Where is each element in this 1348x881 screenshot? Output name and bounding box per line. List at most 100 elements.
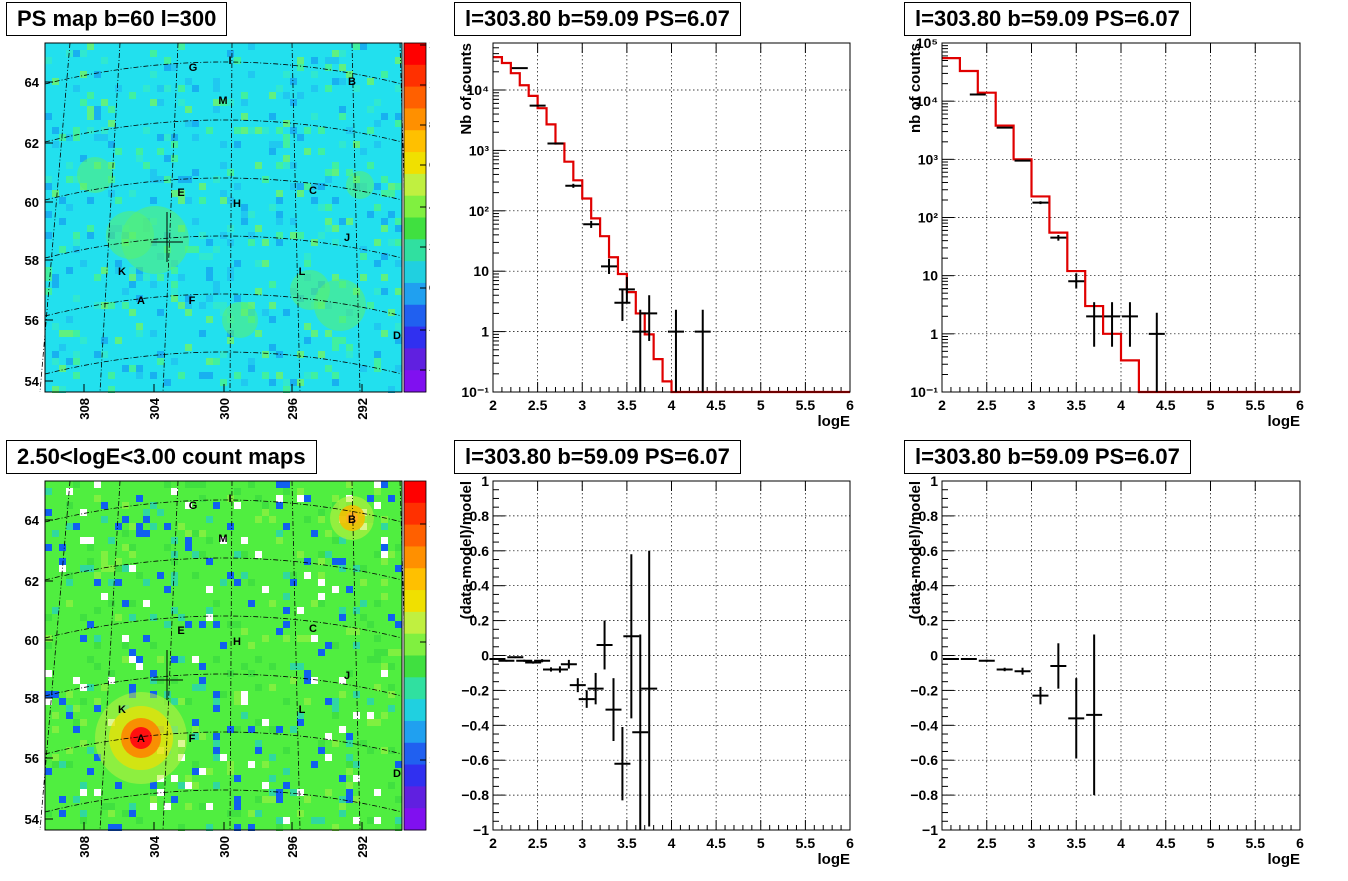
- spectrum-1-chart: 2 2.5 3 3.5 4 4.5 5 5.5 6 10⁻¹ 1 10 10² 10³ 10⁴ logE Nb …: [458, 42, 854, 430]
- x-tick-label: 4.5: [706, 397, 726, 413]
- plot-frame: [492, 480, 851, 831]
- y-tick-label: 10³: [918, 151, 939, 167]
- y-tick-label: 0: [930, 648, 938, 664]
- x-tick-label: 3.5: [1067, 397, 1087, 413]
- data-point: [996, 126, 1013, 129]
- y-tick-label: 1: [481, 324, 489, 340]
- colorbar: [403, 42, 427, 393]
- latitude-line: [44, 61, 403, 85]
- y-axis-label: (data-model)/model: [458, 481, 475, 619]
- x-tick-label: 2.5: [528, 835, 548, 851]
- y-tick-label: 10⁵: [916, 35, 938, 51]
- y-tick-label: 0.8: [470, 508, 490, 524]
- data-point: [1148, 312, 1165, 392]
- source-label: C: [309, 623, 317, 635]
- y-tick-label: 10: [922, 268, 938, 284]
- map-y-tick-label: 60: [25, 195, 39, 210]
- map-blob: [222, 302, 258, 338]
- source-label: E: [177, 625, 184, 637]
- count-map-panel: 2.50<logE<3.00 count maps G I B M E H C J K L A F D 6…: [0, 438, 442, 876]
- map-x-tick-label: 304: [147, 397, 162, 419]
- count-map-title: 2.50<logE<3.00 count maps: [6, 440, 317, 474]
- spectrum-1-title: l=303.80 b=59.09 PS=6.07: [454, 2, 741, 36]
- longitude-line: [99, 480, 121, 831]
- longitude-line: [229, 480, 233, 831]
- residual-point: [516, 659, 533, 662]
- residual-point: [534, 659, 551, 663]
- x-tick-label: 3.5: [617, 397, 637, 413]
- plot-area: [942, 481, 1300, 830]
- colorbar-tick-label: 1: [429, 755, 430, 765]
- map-blob: [77, 157, 113, 193]
- longitude-line: [351, 42, 361, 393]
- map-x-tick-label: 296: [285, 836, 300, 858]
- source-label: K: [118, 704, 126, 716]
- y-axis-label: nb of counts: [907, 43, 924, 133]
- data-point: [667, 309, 684, 392]
- longitude-line: [229, 42, 233, 393]
- y-tick-label: 10²: [469, 203, 490, 219]
- residual-1-chart: 2 2.5 3 3.5 4 4.5 5 5.5 6 −1 −0.8 −0.6 −0.4 −0.2 0 0.2 0…: [458, 473, 854, 868]
- x-axis-label: logE: [1268, 413, 1301, 430]
- y-tick-label: −0.2: [910, 682, 938, 698]
- source-label: F: [189, 733, 196, 745]
- data-point: [1104, 302, 1121, 347]
- x-tick-label: 4.5: [706, 835, 726, 851]
- map-x-tick-label: 292: [355, 398, 370, 420]
- source-label: B: [348, 76, 356, 88]
- residual-point: [641, 550, 658, 827]
- latitude-line: [44, 235, 403, 259]
- y-tick-label: 0: [481, 648, 489, 664]
- plot-frame: [941, 42, 1301, 393]
- map-pixels: [45, 481, 402, 831]
- x-tick-label: 4.5: [1156, 835, 1176, 851]
- x-tick-label: 4: [1117, 835, 1125, 851]
- x-tick-label: 6: [846, 835, 854, 851]
- residual-point: [507, 656, 524, 659]
- residual-point: [978, 659, 995, 662]
- residual-point: [1050, 643, 1067, 689]
- y-tick-label: 10⁻¹: [910, 384, 938, 400]
- source-label: I: [228, 55, 231, 67]
- map-x-tick-label: 300: [217, 398, 232, 420]
- source-label: J: [344, 670, 350, 682]
- y-tick-label: 10⁴: [467, 82, 490, 98]
- spectrum-panel-2: l=303.80 b=59.09 PS=6.07 2 2.5 3 3.5 4 4.5 5 5.…: [890, 0, 1348, 436]
- spectrum-panel-1: l=303.80 b=59.09 PS=6.07 2 2.5 3 3.5 4 4.5 5 5.…: [440, 0, 890, 436]
- latitude-line: [44, 351, 403, 375]
- ps-map-title: PS map b=60 l=300: [6, 2, 228, 36]
- y-tick-label: 10⁴: [916, 93, 939, 109]
- residual-point: [1086, 634, 1103, 796]
- y-tick-label: 10³: [469, 142, 490, 158]
- residual-point: [551, 666, 568, 673]
- x-tick-label: 2.5: [528, 397, 548, 413]
- colorbar-frame: [403, 42, 427, 393]
- x-tick-label: 4.5: [1156, 397, 1176, 413]
- y-tick-label: 10⁻¹: [461, 384, 489, 400]
- colorbar-tick-label: 10: [429, 637, 430, 647]
- map-x-tick-label: 300: [217, 836, 232, 858]
- x-tick-label: 2: [489, 397, 497, 413]
- latitude-line: [44, 673, 403, 697]
- source-label: D: [393, 330, 401, 342]
- residual-point: [623, 554, 640, 719]
- x-tick-label: 2.5: [977, 835, 997, 851]
- model-histogram: [942, 57, 1300, 394]
- x-tick-label: 3.5: [617, 835, 637, 851]
- map-y-tick-label: 62: [25, 574, 39, 589]
- x-tick-label: 3: [1028, 397, 1036, 413]
- colorbar-tick-label: -2: [429, 325, 430, 335]
- x-tick-label: 5.5: [1246, 835, 1266, 851]
- x-tick-label: 2.5: [977, 397, 997, 413]
- x-tick-label: 5: [757, 397, 765, 413]
- map-y-tick-label: 58: [25, 253, 39, 268]
- source-label: F: [189, 295, 196, 307]
- residual-point: [632, 634, 649, 830]
- latitude-line: [44, 789, 403, 813]
- residual-2-title: l=303.80 b=59.09 PS=6.07: [904, 440, 1191, 474]
- y-tick-label: −0.6: [910, 752, 938, 768]
- longitude-line: [99, 42, 121, 393]
- colorbar: [403, 480, 427, 831]
- source-label: H: [233, 636, 241, 648]
- y-tick-label: 1: [930, 326, 938, 342]
